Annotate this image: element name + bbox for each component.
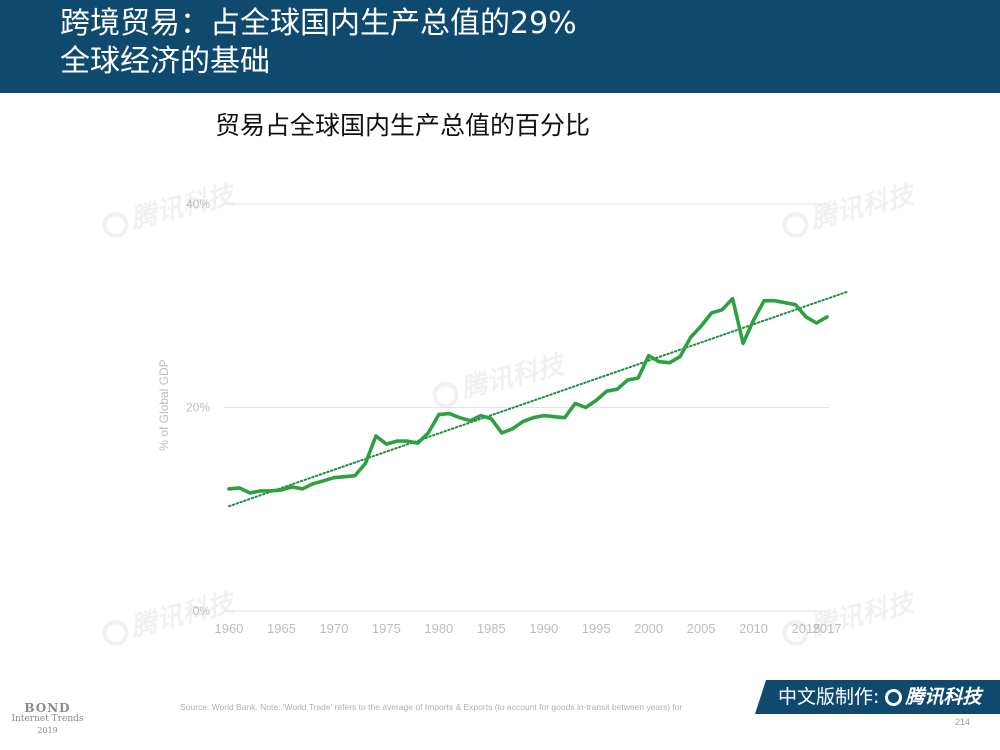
chart-title: 贸易占全球国内生产总值的百分比 <box>215 111 591 140</box>
x-tick-label: 1975 <box>372 621 401 636</box>
x-tick-label: 2010 <box>739 621 768 636</box>
page-number: 214 <box>955 717 971 727</box>
x-tick-label: 1995 <box>582 621 611 636</box>
bond-logo-line-3: 2019 <box>37 726 58 735</box>
source-note: Source: World Bank. Note: 'World Trade' … <box>180 702 683 712</box>
x-tick-label: 1970 <box>319 621 348 636</box>
bond-logo: BOND Internet Trends 2019 <box>0 701 95 736</box>
y-tick-label: 40% <box>186 197 210 211</box>
x-tick-label: 2000 <box>634 621 663 636</box>
x-tick-label: 1985 <box>477 621 506 636</box>
page-title-line-2: 全球经济的基础 <box>60 44 270 79</box>
x-tick-label: 2017 <box>813 621 842 636</box>
x-tick-label: 1960 <box>215 621 244 636</box>
trend-line <box>228 290 849 508</box>
credit-text: 中文版制作: 腾讯科技 <box>778 683 981 711</box>
bond-logo-line-1: BOND <box>24 701 71 715</box>
bond-logo-line-2: Internet Trends <box>11 714 84 724</box>
y-tick-label: 20% <box>186 401 210 415</box>
y-tick-label: 0% <box>193 604 211 618</box>
x-tick-label: 1980 <box>424 621 453 636</box>
credit-brand: 腾讯科技 <box>905 686 982 708</box>
tencent-logo-icon <box>885 689 903 706</box>
x-tick-label: 1990 <box>529 621 558 636</box>
y-axis-label: % of Global GDP <box>157 359 171 450</box>
x-tick-label: 2015 <box>792 621 821 636</box>
credit-label: 中文版制作: <box>778 686 880 708</box>
x-tick-label: 2005 <box>687 621 716 636</box>
x-tick-label: 1965 <box>267 621 296 636</box>
header-banner: 跨境贸易：占全球国内生产总值的29% 全球经济的基础 <box>0 0 1000 93</box>
page-title-line-1: 跨境贸易：占全球国内生产总值的29% <box>60 6 577 41</box>
series-line-0 <box>227 296 829 495</box>
